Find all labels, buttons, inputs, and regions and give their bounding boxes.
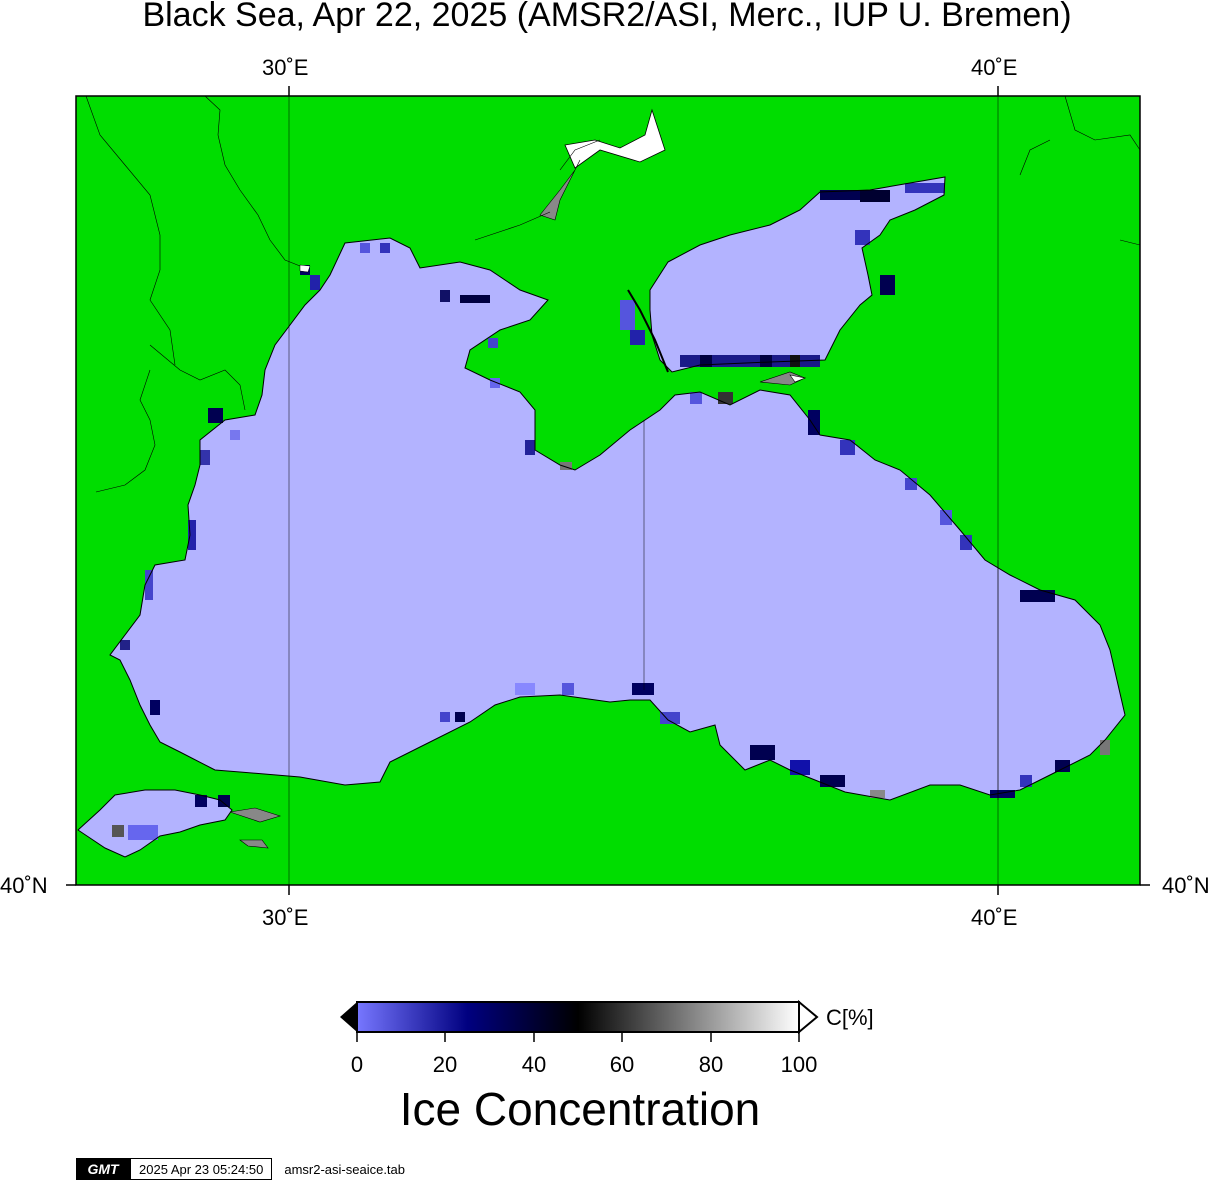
colorbar-label-20: 20	[432, 1052, 458, 1077]
colorbar-title: Ice Concentration	[399, 1083, 761, 1135]
colorbar-label-80: 80	[698, 1052, 724, 1077]
colorbar	[340, 999, 819, 1042]
colorbar-gradient	[356, 1001, 800, 1033]
colorbar-unit: C[%]	[826, 1005, 874, 1030]
right-tick-40n: 40˚N	[1162, 873, 1210, 898]
colorbar-label-0: 0	[350, 1052, 364, 1077]
sea-of-azov	[650, 177, 945, 372]
borders	[85, 95, 1141, 493]
bottom-tick-40e: 40˚E	[971, 905, 1018, 930]
danube-delta-white	[299, 264, 311, 273]
sivash-lagoon	[564, 108, 666, 169]
top-tick-30e: 30˚E	[262, 55, 309, 80]
ice-pixels	[112, 183, 1110, 840]
filename: amsr2-asi-seaice.tab	[284, 1161, 405, 1177]
crimea-spit	[539, 159, 581, 221]
black-sea-water	[110, 238, 1125, 800]
colorbar-label-60: 60	[609, 1052, 635, 1077]
map-title: Black Sea, Apr 22, 2025 (AMSR2/ASI, Merc…	[142, 0, 1072, 34]
marmara-island-2	[239, 839, 269, 849]
coastlines	[77, 176, 1126, 858]
graticule	[288, 96, 999, 885]
left-tick-40n: 40˚N	[0, 873, 48, 898]
colorbar-low-triangle	[340, 1002, 357, 1032]
bottom-tick-30e: 30˚E	[262, 905, 309, 930]
colorbar-label-40: 40	[521, 1052, 547, 1077]
sea-of-marmara	[78, 790, 232, 857]
top-tick-40e: 40˚E	[971, 55, 1018, 80]
frame-ticks	[66, 86, 1150, 895]
gmt-footer: GMT 2025 Apr 23 05:24:50 amsr2-asi-seaic…	[76, 1158, 405, 1180]
map-frame	[75, 95, 1141, 886]
colorbar-label-100: 100	[780, 1052, 818, 1077]
azov-white	[789, 374, 807, 383]
colorbar-high-triangle	[798, 999, 819, 1035]
marmara-island	[229, 807, 282, 823]
gmt-logo: GMT	[76, 1158, 130, 1180]
timestamp: 2025 Apr 23 05:24:50	[130, 1158, 273, 1180]
